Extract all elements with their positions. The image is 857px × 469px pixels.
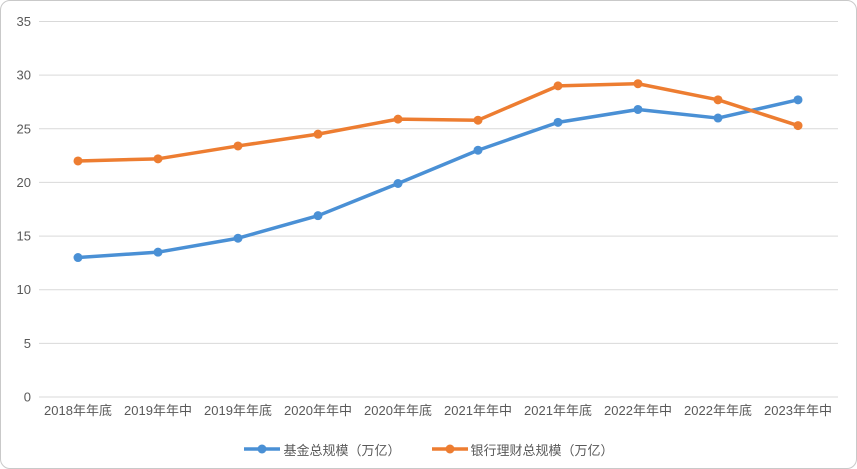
x-tick-label: 2021年年底	[524, 403, 592, 418]
legend-label: 银行理财总规模（万亿）	[470, 442, 614, 458]
legend: 基金总规模（万亿） 银行理财总规模（万亿）	[1, 439, 856, 459]
series-line-1	[76, 81, 800, 163]
legend-line-marker-icon	[244, 444, 281, 454]
data-point-s1-5	[473, 115, 483, 125]
data-point-s0-7	[633, 104, 643, 114]
legend-item-1: 银行理财总规模（万亿）	[431, 440, 614, 459]
y-tick-label: 30	[17, 68, 31, 83]
y-tick-label: 20	[17, 175, 31, 190]
y-tick-label: 15	[17, 229, 31, 244]
data-point-s1-9	[793, 121, 803, 131]
data-point-s0-1	[153, 247, 163, 257]
data-point-s1-3	[313, 129, 323, 139]
y-tick-label: 0	[24, 390, 31, 405]
data-point-s0-9	[793, 95, 803, 105]
x-tick-label: 2023年年中	[764, 403, 832, 418]
legend-line-marker-icon	[431, 444, 468, 454]
data-point-s0-0	[73, 253, 83, 263]
y-tick-label: 35	[17, 14, 31, 29]
data-point-s0-3	[313, 211, 323, 221]
data-point-s0-4	[393, 179, 403, 189]
x-tick-label: 2018年年底	[44, 403, 112, 418]
y-tick-label: 5	[24, 336, 31, 351]
data-point-s0-6	[553, 117, 563, 127]
data-point-s1-6	[553, 81, 563, 91]
data-point-s1-1	[153, 154, 163, 164]
data-point-s1-7	[633, 79, 643, 89]
data-point-s1-4	[393, 114, 403, 124]
data-point-s0-2	[233, 233, 243, 243]
data-point-s0-8	[713, 113, 723, 123]
data-point-s1-8	[713, 95, 723, 105]
y-tick-label: 25	[17, 121, 31, 136]
y-tick-label: 10	[17, 282, 31, 297]
legend-label: 基金总规模（万亿）	[283, 442, 401, 458]
x-tick-label: 2019年年底	[204, 403, 272, 418]
x-tick-label: 2021年年中	[444, 403, 512, 418]
series-line-0	[76, 98, 800, 260]
x-tick-label: 2020年年中	[284, 403, 352, 418]
data-point-s1-0	[73, 156, 83, 166]
data-point-s1-2	[233, 141, 243, 151]
x-tick-label: 2019年年中	[124, 403, 192, 418]
data-point-s0-5	[473, 145, 483, 155]
x-tick-label: 2022年年底	[684, 403, 752, 418]
legend-item-0: 基金总规模（万亿）	[243, 440, 401, 459]
x-tick-label: 2020年年底	[364, 403, 432, 418]
line-chart: 0 5 10 15 20 25 30 35 2018年年底 2019年年中 2019年年底 2020年…	[17, 14, 838, 418]
x-tick-label: 2022年年中	[604, 403, 672, 418]
